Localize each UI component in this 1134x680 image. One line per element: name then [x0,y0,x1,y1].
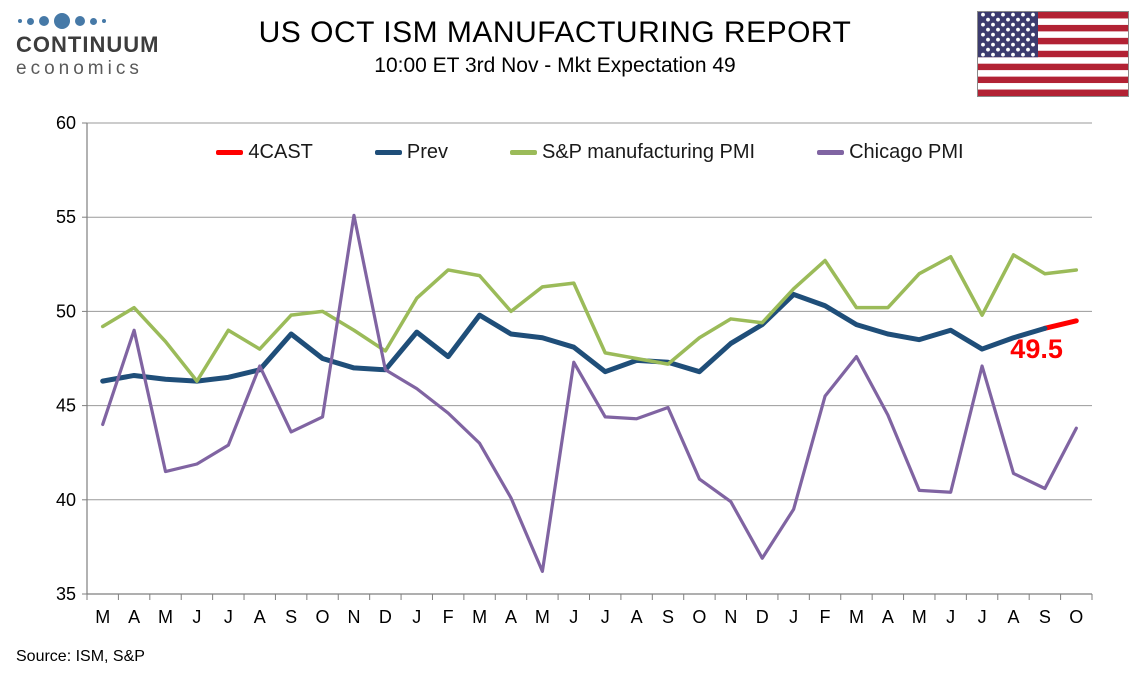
y-axis-label: 40 [56,490,76,510]
y-axis-label: 55 [56,207,76,227]
legend-label-4cast: 4CAST [248,141,313,163]
source-note: Source: ISM, S&P [16,648,145,665]
logo-dots-icon [18,12,196,30]
legend-swatch-prev [374,150,402,155]
legend-label-chicago-pmi: Chicago PMI [849,141,964,163]
x-axis-label: J [412,607,421,627]
series-line-s-p-manufacturing-pmi [100,253,1079,383]
chart-title: US OCT ISM MANUFACTURING REPORT [258,16,852,49]
x-axis-label: O [692,607,706,627]
x-axis-label: M [912,607,927,627]
legend-item-sp-pmi: S&P manufacturing PMI [510,141,755,164]
logo-text-economics: economics [16,58,143,79]
x-axis-label: J [789,607,798,627]
x-axis-label: D [379,607,392,627]
continuum-economics-logo: CONTINUUM economics [16,12,196,80]
x-axis-label: J [569,607,578,627]
legend-item-prev: Prev [374,141,448,164]
x-axis-label: A [882,607,894,627]
x-axis-label: A [128,607,140,627]
x-axis-label: J [946,607,955,627]
x-axis-label: M [472,607,487,627]
legend-item-chicago-pmi: Chicago PMI [817,141,964,164]
x-axis-label: O [1069,607,1083,627]
x-axis-label: A [254,607,266,627]
x-axis-label: F [820,607,831,627]
legend-item-4cast: 4CAST [216,141,313,164]
y-axis-label: 35 [56,584,76,604]
legend-swatch-sp-pmi [510,150,537,155]
x-axis-label: J [192,607,201,627]
x-axis-label: A [631,607,643,627]
x-axis-label: D [756,607,769,627]
x-axis-label: N [347,607,360,627]
x-axis-label: F [443,607,454,627]
x-axis-label: A [1007,607,1019,627]
x-axis-label: S [662,607,674,627]
series-line-4cast [1042,318,1079,331]
x-axis-label: M [849,607,864,627]
y-axis-label: 60 [56,113,76,133]
x-axis-label: M [535,607,550,627]
series-line-chicago-pmi [101,213,1078,573]
x-axis-label: M [95,607,110,627]
legend-label-prev: Prev [406,141,448,163]
forecast-value-annotation: 49.5 [1010,333,1063,364]
x-axis-label: N [724,607,737,627]
x-axis-label: S [285,607,297,627]
x-axis-label: A [505,607,517,627]
x-axis-label: O [316,607,330,627]
x-axis-label: M [158,607,173,627]
x-axis-label: J [978,607,987,627]
y-axis-label: 50 [56,301,76,321]
legend-swatch-4cast [216,150,244,155]
x-axis-label: J [224,607,233,627]
us-flag-icon [977,11,1129,97]
chart-subtitle: 10:00 ET 3rd Nov - Mkt Expectation 49 [374,54,736,77]
chart-legend: 4CAST Prev S&P manufacturing PMI Chicago… [88,141,1092,164]
legend-label-sp-pmi: S&P manufacturing PMI [542,141,756,163]
y-axis-label: 45 [56,396,76,416]
x-axis-label: S [1039,607,1051,627]
x-axis-label: J [601,607,610,627]
logo-text-continuum: CONTINUUM [16,32,160,57]
legend-swatch-chicago-pmi [817,150,845,155]
